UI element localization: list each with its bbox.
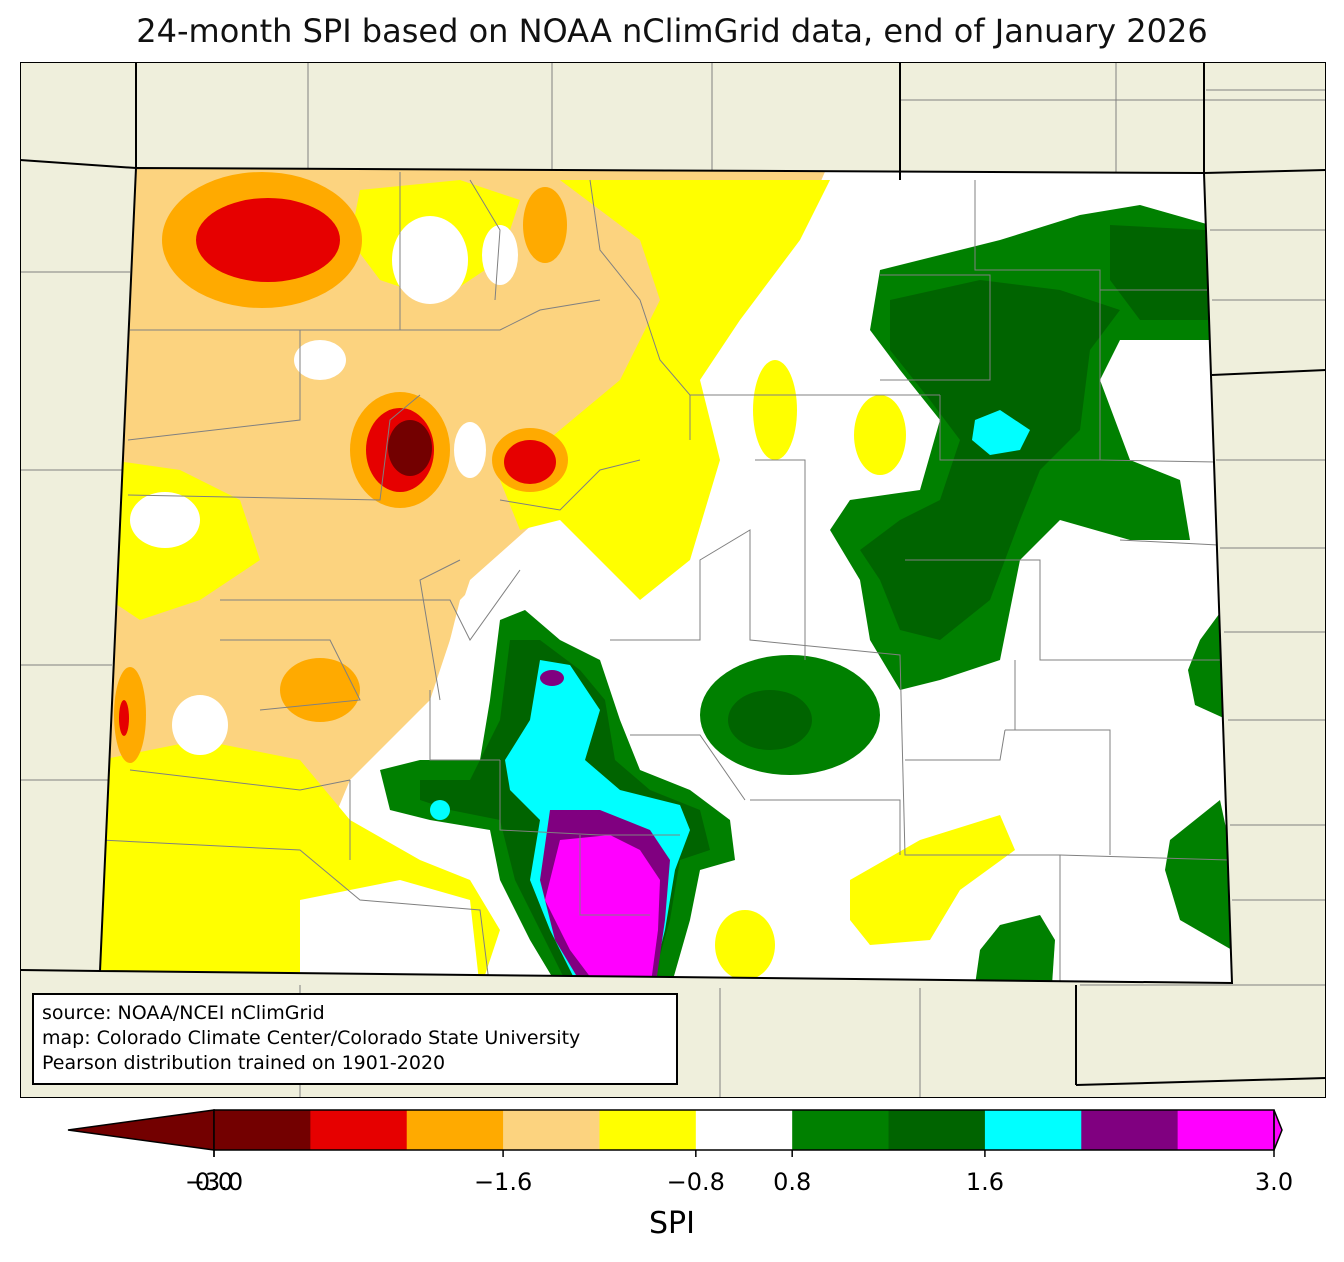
normal-patch: [300, 880, 480, 983]
dark-red-patch: [388, 420, 432, 476]
normal-patch: [392, 216, 468, 304]
colorbar-tick-label: −1.6: [473, 1168, 533, 1196]
state-borders: [20, 62, 1326, 1086]
colorbar-extend-high: [1273, 1109, 1283, 1151]
colorbar-tick-label: 3.0: [1254, 1168, 1294, 1196]
colorbar-bin: [406, 1110, 504, 1150]
normal-patch: [130, 492, 200, 548]
wet-patch-green: [1188, 610, 1228, 720]
wet-core-purple-spot: [540, 670, 564, 686]
source-line: source: NOAA/NCEI nClimGrid: [42, 1002, 325, 1024]
red-patch: [119, 700, 129, 736]
wet-patch-dark-green: [728, 690, 812, 750]
colorbar-tick-label: 0.0: [194, 1168, 234, 1196]
normal-patch: [172, 695, 228, 755]
normal-patch: [454, 422, 486, 478]
wet-region-cyan: [972, 410, 1030, 455]
yellow-patch: [753, 360, 797, 460]
wet-core-cyan-spot: [430, 800, 450, 820]
yellow-patch: [715, 910, 775, 980]
county-lines: [100, 172, 1231, 983]
colorbar-bin: [599, 1110, 697, 1150]
colorbar-bin: [984, 1110, 1082, 1150]
spi-map: [20, 62, 1326, 1098]
orange-patch: [523, 187, 567, 263]
colorbar-tick-label: −0.8: [666, 1168, 725, 1196]
distribution-line: Pearson distribution trained on 1901-202…: [42, 1052, 446, 1074]
colorbar-frame: [213, 1109, 1275, 1151]
source-info-box: source: NOAA/NCEI nClimGrid map: Colorad…: [32, 993, 678, 1085]
yellow-patch: [854, 395, 906, 475]
wet-patch-green: [975, 915, 1055, 983]
colorbar-bin: [503, 1110, 600, 1150]
colorbar-bin: [214, 1110, 311, 1150]
colorbar-tick-label: −3.0: [184, 1168, 244, 1196]
wet-core-magenta: [545, 835, 660, 983]
spi-colorbar: [60, 1104, 1290, 1164]
colorbar-label: SPI: [649, 1206, 695, 1241]
colorbar-bin: [792, 1110, 890, 1150]
map-credit-line: map: Colorado Climate Center/Colorado St…: [42, 1027, 581, 1049]
colorbar-tick-label: 0.8: [773, 1168, 812, 1196]
normal-patch: [482, 225, 518, 285]
wet-region-dark-green: [1110, 225, 1210, 320]
red-patch: [196, 198, 340, 282]
colorbar-bin: [695, 1110, 793, 1150]
yellow-patch: [850, 815, 1015, 945]
normal-patch: [294, 340, 346, 380]
colorbar-bin: [1081, 1110, 1179, 1150]
colorbar-tick-label: 1.6: [965, 1168, 1004, 1196]
dry-region-yellow-east: [500, 180, 830, 600]
map-title: 24-month SPI based on NOAA nClimGrid dat…: [136, 12, 1208, 50]
colorbar-bin: [310, 1110, 408, 1150]
colorbar-bin: [1177, 1110, 1275, 1150]
colorbar-extend-low: [67, 1109, 215, 1151]
spi-fields: [100, 168, 1232, 983]
wet-patch-green: [1165, 800, 1232, 950]
colorbar-bin: [888, 1110, 986, 1150]
orange-patch: [280, 658, 360, 722]
orange-patch: [114, 667, 146, 763]
red-patch: [504, 440, 556, 484]
